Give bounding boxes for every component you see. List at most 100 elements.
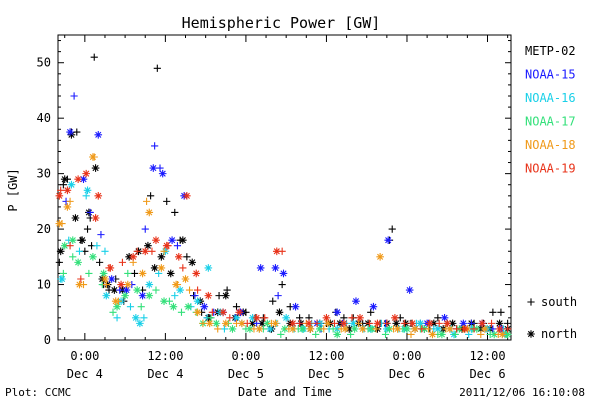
point-north [246, 325, 254, 333]
point-south [435, 319, 443, 327]
point-south [329, 325, 337, 333]
point-north [136, 319, 144, 328]
point-north [144, 241, 152, 250]
point-north [55, 192, 64, 200]
point-south [243, 319, 251, 327]
point-north [133, 286, 141, 294]
point-north [212, 319, 221, 328]
point-north [349, 319, 358, 328]
point-north [68, 236, 77, 244]
point-south [73, 128, 81, 136]
point-north [306, 325, 315, 333]
point-north [385, 325, 394, 333]
point-south [367, 308, 375, 316]
y-tick-label: 10 [37, 278, 51, 292]
point-north [411, 325, 419, 333]
point-north [181, 275, 190, 283]
point-south [372, 325, 380, 333]
point-north [416, 319, 425, 328]
point-south [173, 242, 182, 250]
point-north [176, 286, 184, 294]
point-north [258, 319, 266, 328]
legend-entry-noaa-19: NOAA-19 [525, 162, 576, 176]
point-north [107, 275, 116, 283]
point-south [151, 142, 159, 150]
point-south [179, 264, 187, 272]
point-north [183, 192, 191, 200]
series-metp-02 [55, 53, 512, 333]
point-south [86, 208, 94, 217]
point-north [369, 302, 378, 311]
point-north [477, 325, 485, 333]
point-north [221, 291, 230, 300]
point-south [278, 280, 286, 289]
point-south [133, 247, 141, 255]
point-south [489, 308, 497, 316]
point-north [305, 319, 313, 328]
point-north [172, 280, 180, 289]
x-tick-date: Dec 5 [308, 367, 344, 381]
point-south [156, 164, 164, 172]
point-south [400, 319, 408, 327]
point-south [191, 292, 199, 300]
point-south [274, 292, 282, 300]
point-north [141, 247, 150, 256]
legend-entry-noaa-18: NOAA-18 [525, 138, 576, 152]
series-noaa-19 [55, 169, 512, 333]
point-north [204, 264, 213, 272]
point-north [79, 175, 88, 183]
point-north [58, 275, 66, 283]
point-north [358, 325, 367, 333]
point-south [102, 280, 110, 289]
point-south [69, 253, 77, 261]
point-north [91, 164, 100, 172]
point-north [219, 308, 227, 317]
point-north [145, 280, 154, 289]
legend-plus-marker [527, 298, 535, 306]
point-south [171, 292, 179, 300]
point-south [147, 192, 155, 200]
point-north [498, 330, 507, 339]
point-south [96, 258, 104, 266]
point-north [60, 241, 69, 250]
x-tick-time: 12:00 [469, 349, 505, 363]
point-north [157, 253, 166, 261]
point-north [192, 269, 201, 278]
x-axis-label: Date and Time [238, 385, 332, 399]
point-north [425, 319, 434, 328]
point-north [408, 319, 417, 328]
point-north [67, 131, 76, 139]
point-north [384, 236, 392, 244]
point-south [208, 308, 216, 316]
point-north [481, 325, 489, 333]
point-south [163, 197, 171, 205]
series-noaa-15 [62, 92, 505, 333]
point-south [137, 303, 145, 311]
point-north [169, 302, 178, 311]
point-north [75, 280, 84, 289]
point-south [113, 314, 121, 322]
point-south [75, 247, 84, 255]
x-tick-date: Dec 4 [67, 367, 103, 381]
y-tick-label: 50 [37, 56, 51, 70]
point-north [74, 258, 82, 267]
point-north [67, 180, 76, 189]
point-south [207, 314, 215, 322]
point-south [347, 330, 355, 339]
point-north [291, 302, 300, 311]
point-north [91, 214, 100, 222]
point-north [193, 308, 202, 317]
point-north [184, 302, 192, 311]
y-axis-label: P [GW] [6, 168, 20, 211]
point-south [223, 286, 231, 294]
point-north [166, 269, 175, 278]
point-north [248, 314, 257, 322]
point-south [82, 192, 90, 200]
footer-timestamp: 2011/12/06 16:10:08 [459, 386, 585, 399]
point-north [298, 325, 307, 333]
point-north [83, 186, 92, 195]
point-south [199, 319, 207, 327]
point-north [205, 319, 214, 328]
point-south [70, 92, 78, 100]
